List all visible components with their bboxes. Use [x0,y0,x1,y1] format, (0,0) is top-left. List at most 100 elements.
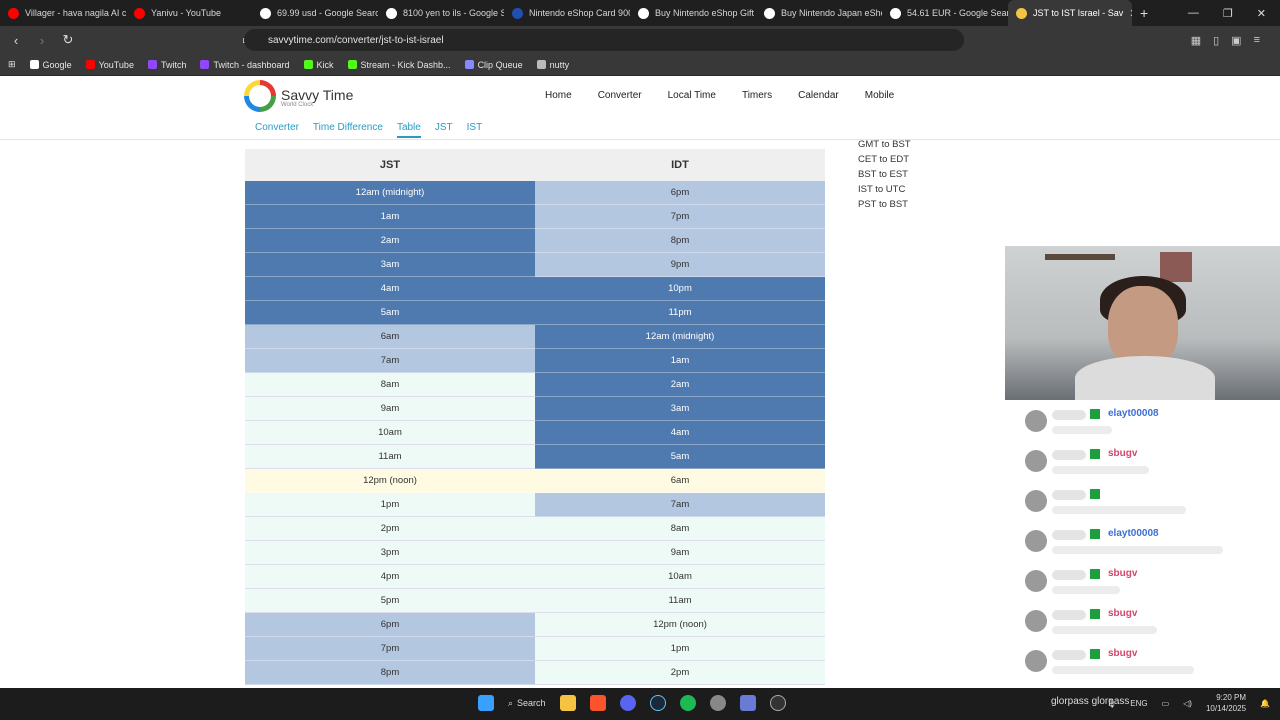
table-row: 6am 12am (midnight) [245,325,825,349]
bookmark-favicon-icon [85,60,95,69]
minimize-icon[interactable]: — [1187,7,1199,19]
browser-tab[interactable]: Yanivu - YouTube [126,0,252,26]
browser-tab[interactable]: Buy Nintendo Japan eSho [756,0,882,26]
clock-time: 9:20 PM [1216,693,1247,702]
browser-tab[interactable]: Buy Nintendo eShop Gift C [630,0,756,26]
chat-timestamp-blur [1052,650,1086,660]
tab-favicon-icon [512,7,523,19]
back-icon[interactable]: ‹ [13,32,19,48]
forward-icon[interactable]: › [39,32,45,48]
clock[interactable]: 9:20 PM 10/14/2025 [1206,692,1246,714]
shelf [1045,254,1115,260]
jst-time-cell: 8pm [245,661,535,685]
wallet-icon[interactable]: ▣ [1231,34,1242,47]
idt-time-cell: 12am (midnight) [535,325,825,349]
savvytime-logo[interactable] [244,80,276,112]
language-indicator[interactable]: ENG [1130,698,1148,708]
close-icon[interactable]: ✕ [1256,7,1266,20]
table-row: 3pm 9am [245,541,825,565]
idt-time-cell: 10am [535,565,825,589]
conversion-link[interactable]: IST to UTC [858,184,906,195]
conversion-link[interactable]: GMT to BST [858,139,911,150]
reload-icon[interactable]: ↻ [62,32,74,47]
kick-badge-icon [1090,609,1100,619]
nav-item[interactable]: Local Time [667,90,716,101]
bookmarks-bar: ⊞ Google YouTube Twitch Twitch - dashboard K… [0,54,1280,76]
idt-time-cell: 7pm [535,205,825,229]
nav-item[interactable]: Calendar [798,90,839,101]
conversion-link[interactable]: PST to BST [858,199,908,210]
table-row: 5pm 11am [245,589,825,613]
new-tab-icon[interactable]: + [1140,5,1149,21]
browser-tab[interactable]: 69.99 usd - Google Search [252,0,378,26]
conversion-link[interactable]: BST to EST [858,169,908,180]
app-icon[interactable] [739,695,756,711]
chat-text-blur [1052,666,1194,674]
subnav-item[interactable]: Table [396,122,421,138]
bookmark-item[interactable]: YouTube [85,60,134,70]
sub-nav: Converter Time Difference Table JST IST [0,116,1280,140]
bookmark-item[interactable]: Google [29,60,72,70]
restore-icon[interactable]: ❐ [1222,7,1233,20]
bookmark-favicon-icon [200,60,210,69]
system-tray: 🎙 ENG ▭ ◁) 9:20 PM 10/14/2025 🔔 [1106,692,1270,714]
conversion-link[interactable]: CET to EDT [858,154,910,165]
brand-name[interactable]: Savvy Time [281,87,354,103]
brave-browser-icon[interactable] [589,695,606,711]
menu-icon[interactable]: ≡ [1253,34,1260,46]
bookmark-item[interactable]: Kick [303,60,334,70]
sidebar-icon[interactable]: ▯ [1213,34,1220,47]
chat-message [1020,486,1280,526]
chat-footer-text: glorpass glorpass [1051,696,1130,707]
url-bar[interactable]: savvytime.com/converter/jst-to-ist-israe… [244,29,964,51]
extension-icon[interactable]: ▦ [1190,34,1202,47]
bookmark-item[interactable]: Twitch [147,60,186,70]
browser-tab[interactable]: 54.61 EUR - Google Search [882,0,1008,26]
chat-username: sbugv [1108,448,1138,459]
microphone-icon[interactable]: 🎙 [1106,698,1117,708]
browser-tab[interactable]: JST to IST Israel - Sav ✕ [1008,0,1132,26]
jst-time-cell: 4am [245,277,535,301]
file-explorer-icon[interactable] [559,695,576,711]
network-icon[interactable]: ▭ [1161,698,1170,708]
browser-tab[interactable]: 8100 yen to ils - Google S [378,0,504,26]
bookmark-label: Clip Queue [477,59,523,70]
steam-icon[interactable] [649,695,666,711]
bookmark-item[interactable]: Twitch - dashboard [200,60,290,70]
header-jst: JST [379,159,401,171]
nav-item[interactable]: Mobile [864,90,895,101]
subnav-item[interactable]: JST [434,122,453,133]
idt-time-cell: 1am [535,349,825,373]
windows-start-icon[interactable] [478,695,494,711]
table-row: 9am 3am [245,397,825,421]
nav-item[interactable]: Home [545,90,572,101]
subnav-item[interactable]: IST [466,122,483,133]
chat-username: elayt00008 [1108,408,1159,419]
chat-message: sbugv [1020,606,1280,646]
clipped-link [858,129,911,137]
browser-tab[interactable]: Nintendo eShop Card 900 [504,0,630,26]
idt-time-cell: 9pm [535,253,825,277]
bookmark-item[interactable]: Clip Queue [464,59,523,70]
subnav-item[interactable]: Time Difference [312,122,383,133]
bookmark-item[interactable]: nutty [536,60,569,70]
close-tab-icon[interactable]: ✕ [1129,7,1132,20]
chrome-icon[interactable] [709,695,726,711]
tab-title: Buy Nintendo eShop Gift C [655,8,756,18]
nav-item[interactable]: Timers [741,90,773,101]
apps-icon[interactable]: ⊞ [8,59,16,69]
subnav-item[interactable]: Converter [255,122,299,133]
volume-icon[interactable]: ◁) [1183,698,1192,708]
obs-icon[interactable] [769,695,786,711]
idt-time-cell: 2pm [535,661,825,685]
discord-icon[interactable] [619,695,636,711]
notification-icon[interactable]: 🔔 [1260,698,1270,708]
spotify-icon[interactable] [679,695,696,711]
taskbar-search[interactable]: ⌕ Search [508,698,546,709]
nav-item[interactable]: Converter [597,90,642,101]
chat-text-blur [1052,506,1186,514]
bookmark-item[interactable]: Stream - Kick Dashb... [347,60,451,70]
chat-message: sbugv [1020,446,1280,486]
chat-timestamp-blur [1052,410,1086,420]
browser-tab[interactable]: Villager - hava nagila AI co [0,0,126,26]
